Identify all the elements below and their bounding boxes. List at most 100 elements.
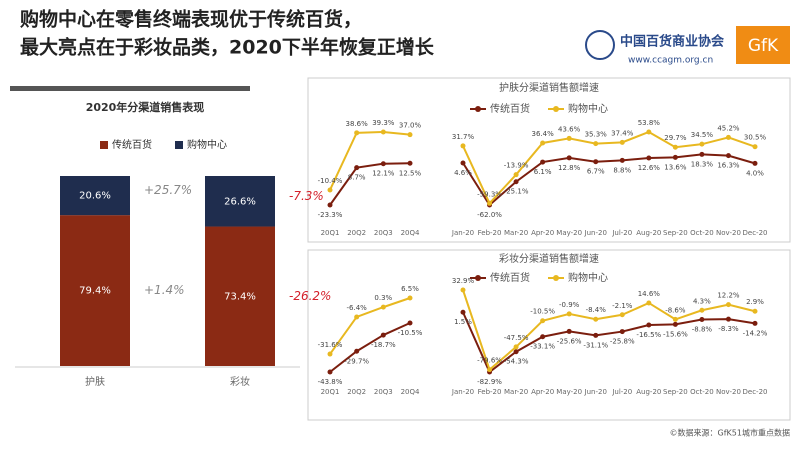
data-label: 2.9% bbox=[746, 298, 764, 306]
data-label: -33.1% bbox=[530, 343, 555, 351]
data-point bbox=[460, 160, 466, 166]
x-tick-label: 20Q4 bbox=[401, 388, 420, 396]
data-label: 32.9% bbox=[452, 277, 475, 285]
bar-segment bbox=[60, 215, 130, 366]
data-point bbox=[646, 300, 652, 306]
data-label: -10.5% bbox=[530, 308, 555, 316]
data-point bbox=[327, 187, 333, 193]
data-label: -14.2% bbox=[743, 329, 768, 337]
bar-segment bbox=[60, 176, 130, 216]
data-label: 34.5% bbox=[691, 131, 714, 139]
x-tick-label: Feb-20 bbox=[478, 229, 502, 237]
growth-annotation: -7.3% bbox=[289, 189, 324, 203]
data-point bbox=[407, 132, 413, 138]
data-point bbox=[672, 144, 678, 150]
data-point bbox=[566, 328, 572, 334]
x-tick-label: 20Q3 bbox=[374, 388, 393, 396]
data-point bbox=[619, 329, 625, 335]
data-label: 1.5% bbox=[454, 318, 472, 326]
data-point bbox=[646, 155, 652, 161]
logo-url: www.ccagm.org.cn bbox=[628, 56, 713, 66]
data-point bbox=[380, 129, 386, 135]
x-tick-label: 20Q3 bbox=[374, 229, 393, 237]
data-point bbox=[619, 139, 625, 145]
data-label: 45.2% bbox=[717, 124, 740, 132]
data-point bbox=[380, 161, 386, 167]
data-point bbox=[540, 318, 546, 324]
x-tick-label: Apr-20 bbox=[531, 229, 554, 237]
data-label: -43.8% bbox=[318, 378, 343, 386]
data-label: -79.6% bbox=[477, 357, 502, 365]
data-label: 30.5% bbox=[744, 134, 767, 142]
data-label: -8.4% bbox=[586, 306, 607, 314]
x-tick-label: Aug-20 bbox=[636, 229, 661, 237]
data-label: 0.3% bbox=[374, 294, 392, 302]
data-label: 43.6% bbox=[558, 125, 581, 133]
x-tick-label: 护肤 bbox=[85, 375, 105, 388]
x-tick-label: Jan-20 bbox=[451, 388, 474, 396]
logo-mark bbox=[585, 30, 615, 60]
data-point bbox=[540, 159, 546, 165]
data-point bbox=[646, 129, 652, 135]
chart-title: 彩妆分渠道销售额增速 bbox=[499, 252, 599, 265]
data-label: -0.9% bbox=[559, 301, 580, 309]
data-label: 4.3% bbox=[693, 297, 711, 305]
data-point bbox=[566, 155, 572, 161]
divider bbox=[10, 86, 250, 91]
data-label: -62.0% bbox=[477, 211, 502, 219]
legend-label: 购物中心 bbox=[187, 138, 227, 151]
data-label: 12.5% bbox=[399, 169, 422, 177]
data-label: 12.1% bbox=[372, 170, 395, 178]
data-label: -31.6% bbox=[318, 341, 343, 349]
data-point bbox=[593, 141, 599, 147]
data-label: -25.6% bbox=[557, 337, 582, 345]
data-point bbox=[460, 287, 466, 293]
x-tick-label: Dec-20 bbox=[743, 229, 768, 237]
legend-marker bbox=[475, 275, 481, 281]
data-label: -82.9% bbox=[477, 378, 502, 386]
data-point bbox=[327, 369, 333, 375]
bar-value-label: 26.6% bbox=[224, 196, 256, 207]
data-label: -8.8% bbox=[692, 326, 713, 334]
legend-label: 购物中心 bbox=[568, 102, 608, 115]
data-point bbox=[699, 307, 705, 313]
series-line bbox=[329, 322, 411, 373]
data-point bbox=[407, 295, 413, 301]
data-point bbox=[672, 154, 678, 160]
data-label: -13.9% bbox=[504, 162, 529, 170]
panel bbox=[307, 77, 791, 243]
data-label: 4.6% bbox=[454, 169, 472, 177]
legend-marker bbox=[475, 106, 481, 112]
data-point bbox=[752, 160, 758, 166]
bar-segment bbox=[205, 176, 275, 227]
data-point bbox=[752, 308, 758, 314]
data-label: 53.8% bbox=[638, 119, 661, 127]
data-label: -25.1% bbox=[504, 188, 529, 196]
data-label: 18.3% bbox=[691, 160, 714, 168]
data-label: 6.5% bbox=[401, 285, 419, 293]
data-label: -16.5% bbox=[636, 331, 661, 339]
legend-swatch bbox=[100, 141, 108, 149]
source-note: ©数据来源：GfK51城市重点数据 bbox=[670, 428, 790, 438]
x-tick-label: Jan-20 bbox=[451, 229, 474, 237]
x-tick-label: 20Q4 bbox=[401, 229, 420, 237]
series-line bbox=[462, 311, 756, 374]
data-point bbox=[513, 179, 519, 185]
data-point bbox=[699, 317, 705, 323]
data-point bbox=[593, 159, 599, 165]
bar-segment bbox=[205, 226, 275, 366]
data-label: -2.1% bbox=[612, 302, 633, 310]
series-line bbox=[329, 297, 411, 355]
bar-value-label: 20.6% bbox=[79, 191, 111, 202]
data-point bbox=[593, 316, 599, 322]
growth-annotation: +25.7% bbox=[144, 183, 192, 197]
x-tick-label: Feb-20 bbox=[478, 388, 502, 396]
data-point bbox=[354, 314, 360, 320]
x-tick-label: Nov-20 bbox=[716, 229, 741, 237]
data-point bbox=[725, 134, 731, 140]
data-label: 16.3% bbox=[717, 162, 740, 170]
data-point bbox=[699, 151, 705, 157]
legend-marker bbox=[553, 106, 559, 112]
data-point bbox=[619, 157, 625, 163]
